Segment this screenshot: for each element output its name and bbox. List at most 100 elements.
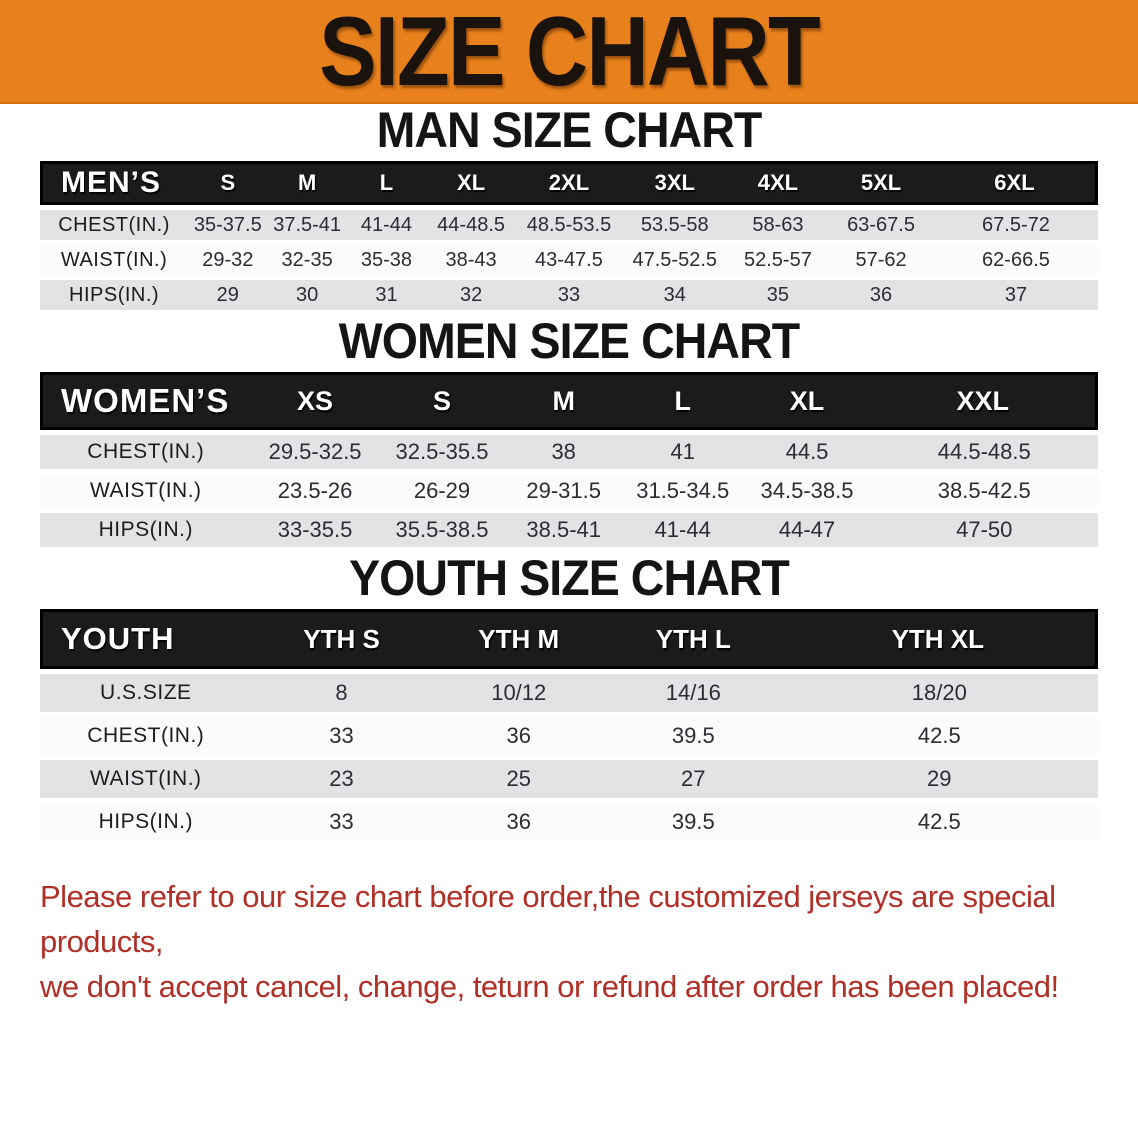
size-value: 44.5 bbox=[743, 435, 871, 469]
column-header: XL bbox=[743, 372, 871, 430]
size-value: 63-67.5 bbox=[828, 210, 934, 240]
column-header: S bbox=[188, 161, 268, 205]
youth-section-heading: YOUTH SIZE CHART bbox=[349, 550, 790, 606]
size-value: 37 bbox=[933, 280, 1098, 310]
size-value: 38 bbox=[505, 435, 622, 469]
row-label: WAIST(IN.) bbox=[40, 474, 252, 508]
size-value: 33 bbox=[251, 717, 432, 755]
size-value: 32-35 bbox=[267, 245, 347, 275]
row-label: WAIST(IN.) bbox=[40, 245, 189, 275]
size-value: 27 bbox=[606, 760, 781, 798]
row-label: CHEST(IN.) bbox=[40, 717, 252, 755]
youth-size-table: YOUTH YTH S YTH M YTH L YTH XL U.S.SIZE 8 10/12… bbox=[40, 604, 1098, 846]
row-label: WAIST(IN.) bbox=[40, 760, 252, 798]
size-value: 43-47.5 bbox=[516, 245, 622, 275]
size-value: 35-37.5 bbox=[188, 210, 268, 240]
size-value: 18/20 bbox=[780, 674, 1098, 712]
size-value: 35-38 bbox=[346, 245, 427, 275]
column-header: XS bbox=[251, 372, 379, 430]
size-value: 52.5-57 bbox=[727, 245, 829, 275]
table-row: HIPS(IN.) 33 36 39.5 42.5 bbox=[40, 803, 1098, 841]
size-value: 57-62 bbox=[828, 245, 934, 275]
size-value: 25 bbox=[431, 760, 607, 798]
column-header: 3XL bbox=[621, 161, 728, 205]
size-value: 29 bbox=[188, 280, 268, 310]
size-value: 10/12 bbox=[431, 674, 607, 712]
table-row: U.S.SIZE 8 10/12 14/16 18/20 bbox=[40, 674, 1098, 712]
size-value: 37.5-41 bbox=[267, 210, 347, 240]
column-header: YTH M bbox=[431, 609, 607, 669]
size-value: 47-50 bbox=[870, 513, 1098, 547]
column-header: 5XL bbox=[828, 161, 934, 205]
size-value: 44.5-48.5 bbox=[870, 435, 1098, 469]
table-row: WAIST(IN.) 29-32 32-35 35-38 38-43 43-47.5 47.… bbox=[40, 245, 1098, 275]
table-row: WAIST(IN.) 23 25 27 29 bbox=[40, 760, 1098, 798]
table-row: HIPS(IN.) 29 30 31 32 33 34 35 36 37 bbox=[40, 280, 1098, 310]
size-value: 47.5-52.5 bbox=[621, 245, 728, 275]
size-value: 36 bbox=[431, 717, 607, 755]
column-header: YTH L bbox=[606, 609, 781, 669]
size-value: 39.5 bbox=[606, 803, 781, 841]
row-label: U.S.SIZE bbox=[40, 674, 252, 712]
table-row: WAIST(IN.) 23.5-26 26-29 29-31.5 31.5-34.5 34… bbox=[40, 474, 1098, 508]
size-value: 35.5-38.5 bbox=[378, 513, 506, 547]
table-header-row: YOUTH YTH S YTH M YTH L YTH XL bbox=[40, 609, 1098, 669]
column-header: 4XL bbox=[727, 161, 829, 205]
size-value: 44-47 bbox=[743, 513, 871, 547]
size-value: 42.5 bbox=[780, 803, 1098, 841]
size-value: 35 bbox=[727, 280, 829, 310]
column-header: YTH XL bbox=[780, 609, 1098, 669]
disclaimer: Please refer to our size chart before or… bbox=[40, 874, 1096, 1009]
disclaimer-line-2: we don't accept cancel, change, teturn o… bbox=[40, 969, 1059, 1004]
column-header: M bbox=[267, 161, 347, 205]
column-header: M bbox=[505, 372, 622, 430]
size-value: 29 bbox=[780, 760, 1098, 798]
banner: SIZE CHART bbox=[0, 0, 1138, 104]
size-chart-page: SIZE CHART MAN SIZE CHART MEN’S S M L XL 2XL 3… bbox=[0, 0, 1138, 1009]
table-title: YOUTH bbox=[40, 609, 252, 669]
column-header: YTH S bbox=[251, 609, 432, 669]
size-value: 14/16 bbox=[606, 674, 781, 712]
size-value: 33 bbox=[251, 803, 432, 841]
size-value: 53.5-58 bbox=[621, 210, 728, 240]
size-value: 34 bbox=[621, 280, 728, 310]
size-value: 36 bbox=[431, 803, 607, 841]
size-value: 42.5 bbox=[780, 717, 1098, 755]
size-value: 67.5-72 bbox=[933, 210, 1098, 240]
size-value: 32 bbox=[426, 280, 517, 310]
size-value: 30 bbox=[267, 280, 347, 310]
size-value: 41-44 bbox=[346, 210, 427, 240]
size-value: 38-43 bbox=[426, 245, 517, 275]
column-header: XL bbox=[426, 161, 517, 205]
row-label: HIPS(IN.) bbox=[40, 280, 189, 310]
size-value: 44-48.5 bbox=[426, 210, 517, 240]
column-header: 2XL bbox=[516, 161, 622, 205]
table-header-row: MEN’S S M L XL 2XL 3XL 4XL 5XL 6XL bbox=[40, 161, 1098, 205]
womens-section-heading: WOMEN SIZE CHART bbox=[338, 313, 800, 369]
size-value: 31 bbox=[346, 280, 427, 310]
row-label: CHEST(IN.) bbox=[40, 435, 252, 469]
column-header: S bbox=[378, 372, 506, 430]
row-label: HIPS(IN.) bbox=[40, 803, 252, 841]
size-value: 29.5-32.5 bbox=[251, 435, 379, 469]
womens-size-table: WOMEN’S XS S M L XL XXL CHEST(IN.) 29.5-32.5 32.5… bbox=[40, 367, 1098, 552]
size-value: 23 bbox=[251, 760, 432, 798]
column-header: L bbox=[621, 372, 744, 430]
size-value: 39.5 bbox=[606, 717, 781, 755]
table-row: CHEST(IN.) 29.5-32.5 32.5-35.5 38 41 44.5 44.5… bbox=[40, 435, 1098, 469]
size-value: 33-35.5 bbox=[251, 513, 379, 547]
column-header: L bbox=[346, 161, 427, 205]
size-value: 41 bbox=[621, 435, 744, 469]
size-value: 48.5-53.5 bbox=[516, 210, 622, 240]
row-label: CHEST(IN.) bbox=[40, 210, 189, 240]
size-value: 23.5-26 bbox=[251, 474, 379, 508]
table-row: HIPS(IN.) 33-35.5 35.5-38.5 38.5-41 41-44 44-… bbox=[40, 513, 1098, 547]
size-value: 41-44 bbox=[621, 513, 744, 547]
size-value: 62-66.5 bbox=[933, 245, 1098, 275]
size-value: 8 bbox=[251, 674, 432, 712]
size-value: 29-31.5 bbox=[505, 474, 622, 508]
size-value: 33 bbox=[516, 280, 622, 310]
table-header-row: WOMEN’S XS S M L XL XXL bbox=[40, 372, 1098, 430]
size-value: 36 bbox=[828, 280, 934, 310]
page-title: SIZE CHART bbox=[319, 0, 821, 106]
